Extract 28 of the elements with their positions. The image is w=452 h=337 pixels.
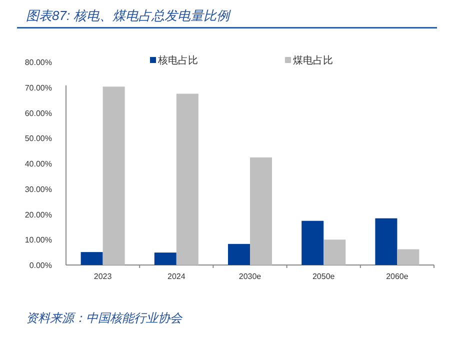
bar xyxy=(302,220,324,265)
legend-label: 核电占比 xyxy=(157,54,198,66)
y-tick-label: 0.00% xyxy=(29,261,52,270)
y-tick-label: 60.00% xyxy=(24,108,52,118)
bar xyxy=(324,240,346,265)
y-tick-label: 70.00% xyxy=(24,83,52,92)
text: 资料来源：中国核能行业协会 xyxy=(26,311,183,325)
bar xyxy=(228,244,250,265)
y-tick-label: 80.00% xyxy=(24,58,52,67)
bar xyxy=(154,252,176,265)
bar xyxy=(375,218,398,265)
x-tick-label: 2060e xyxy=(386,272,409,281)
bar xyxy=(397,249,420,265)
y-tick-label: 10.00% xyxy=(24,236,52,245)
bar xyxy=(250,157,272,265)
x-tick-label: 2050e xyxy=(312,272,336,281)
x-tick-label: 2024 xyxy=(168,272,186,281)
y-tick-label: 20.00% xyxy=(24,210,52,220)
x-tick-label: 2023 xyxy=(94,272,112,281)
legend-label: 煤电占比 xyxy=(293,54,333,66)
chart-title: 图表87: 核电、煤电占总发电量比例 xyxy=(26,8,232,23)
x-tick-label: 2030e xyxy=(238,272,262,281)
bar xyxy=(176,94,198,265)
bar xyxy=(80,252,103,265)
y-tick-label: 50.00% xyxy=(24,134,52,144)
y-tick-label: 30.00% xyxy=(24,184,52,194)
y-tick-label: 40.00% xyxy=(24,160,52,168)
bar xyxy=(102,86,125,265)
